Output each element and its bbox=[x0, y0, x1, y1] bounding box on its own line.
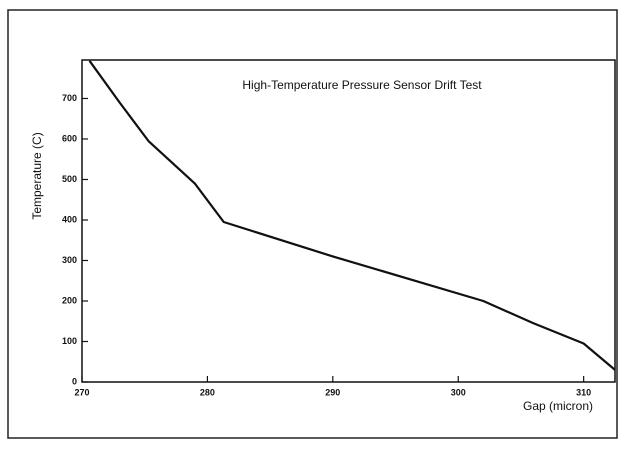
y-tick-label: 200 bbox=[62, 295, 77, 305]
x-tick-label: 280 bbox=[200, 387, 215, 397]
x-tick-label: 300 bbox=[451, 387, 466, 397]
y-tick-label: 0 bbox=[72, 376, 77, 386]
y-tick-label: 300 bbox=[62, 255, 77, 265]
x-tick-label: 290 bbox=[325, 387, 340, 397]
x-tick-label: 310 bbox=[576, 387, 591, 397]
chart-title: High-Temperature Pressure Sensor Drift T… bbox=[242, 78, 482, 92]
y-tick-label: 500 bbox=[62, 174, 77, 184]
frame bbox=[7, 9, 618, 439]
x-axis-label: Gap (micron) bbox=[523, 399, 593, 413]
x-tick-label: 270 bbox=[74, 387, 89, 397]
plot-area bbox=[81, 59, 616, 383]
y-tick-label: 600 bbox=[62, 133, 77, 143]
line bbox=[88, 60, 616, 371]
y-tick-label: 400 bbox=[62, 214, 77, 224]
y-tick-label: 100 bbox=[62, 336, 77, 346]
y-axis-label: Temperature (C) bbox=[30, 132, 44, 219]
y-tick-label: 700 bbox=[62, 93, 77, 103]
